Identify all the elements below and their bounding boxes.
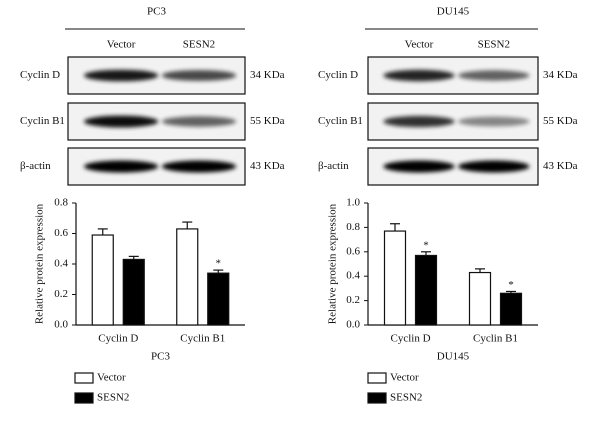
legend-label: SESN2 — [97, 392, 129, 404]
size-label: 43 KDa — [250, 160, 285, 172]
column-label: Vector — [107, 39, 136, 51]
size-label: 34 KDa — [543, 69, 578, 81]
x-tick-label: Cyclin D — [98, 333, 138, 345]
band — [458, 160, 530, 173]
legend-label: Vector — [97, 372, 126, 384]
legend-swatch — [367, 392, 387, 404]
bar — [91, 234, 114, 326]
bar — [414, 254, 438, 326]
column-label: Vector — [405, 39, 434, 51]
legend-swatch — [74, 372, 94, 384]
y-axis-label: Relative protein expression — [34, 203, 46, 324]
y-tick-label: 0.8 — [54, 197, 68, 209]
bar — [468, 271, 492, 326]
size-label: 43 KDa — [543, 160, 578, 172]
band — [161, 70, 237, 81]
legend-swatch — [74, 392, 94, 404]
bar — [176, 228, 199, 326]
band — [83, 160, 159, 173]
y-tick-label: 0.0 — [54, 319, 68, 331]
band — [161, 160, 237, 173]
bar — [499, 292, 523, 326]
bar — [122, 258, 145, 326]
significance: * — [423, 239, 429, 251]
band — [83, 115, 159, 128]
bar — [383, 230, 407, 326]
x-tick-label: Cyclin B1 — [180, 333, 225, 345]
column-label: SESN2 — [183, 39, 215, 51]
row-label: Cyclin B1 — [20, 115, 65, 127]
significance: * — [508, 279, 514, 291]
significance: * — [216, 258, 222, 270]
blot-title: DU145 — [437, 6, 470, 18]
row-label: β-actin — [20, 160, 51, 172]
legend-label: Vector — [390, 372, 419, 384]
y-tick-label: 0.0 — [346, 319, 360, 331]
y-tick-label: 0.6 — [346, 245, 360, 257]
column-label: SESN2 — [478, 39, 510, 51]
row-label: Cyclin D — [318, 69, 358, 81]
band — [458, 116, 530, 127]
band — [383, 115, 455, 128]
band — [161, 116, 237, 127]
band — [383, 160, 455, 173]
x-tick-label: Cyclin B1 — [473, 333, 518, 345]
size-label: 55 KDa — [250, 115, 285, 127]
x-axis-label: PC3 — [151, 351, 170, 363]
size-label: 34 KDa — [250, 69, 285, 81]
y-tick-label: 0.6 — [54, 227, 68, 239]
row-label: Cyclin D — [20, 69, 60, 81]
blot-title: PC3 — [147, 6, 166, 18]
y-tick-label: 0.2 — [54, 288, 68, 300]
bar — [207, 272, 230, 326]
x-axis-label: DU145 — [437, 351, 470, 363]
band — [458, 70, 530, 81]
y-tick-label: 1.0 — [346, 197, 360, 209]
row-label: β-actin — [318, 160, 349, 172]
x-tick-label: Cyclin D — [390, 333, 430, 345]
band — [83, 69, 159, 82]
size-label: 55 KDa — [543, 115, 578, 127]
band — [383, 69, 455, 82]
legend-swatch — [367, 372, 387, 384]
y-axis-label: Relative protein expression — [327, 203, 339, 324]
y-tick-label: 0.8 — [346, 221, 360, 233]
y-tick-label: 0.2 — [346, 294, 360, 306]
row-label: Cyclin B1 — [318, 115, 363, 127]
y-tick-label: 0.4 — [54, 258, 68, 270]
legend-label: SESN2 — [390, 392, 422, 404]
y-tick-label: 0.4 — [346, 270, 360, 282]
